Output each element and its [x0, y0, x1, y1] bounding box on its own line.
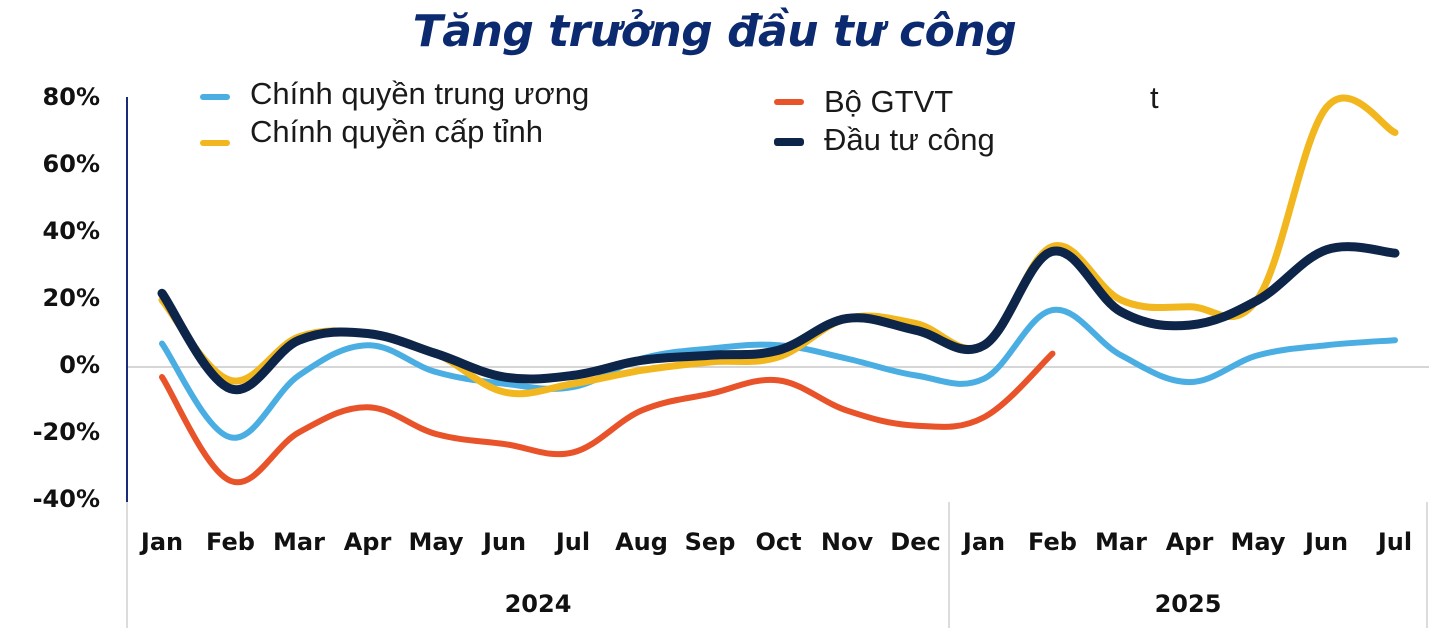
x-tick-label: Sep: [684, 528, 736, 556]
x-tick-label: Feb: [1028, 528, 1077, 556]
x-tick-label: Feb: [206, 528, 255, 556]
stray-text-fragment: t: [1150, 80, 1159, 115]
year-group-label: 2025: [1154, 590, 1222, 618]
legend-item-gtvt: Bộ GTVT: [774, 84, 953, 120]
legend-label: Đầu tư công: [824, 122, 995, 157]
legend-label: Chính quyền cấp tỉnh: [250, 114, 543, 149]
chart-title: Tăng trưởng đầu tư công: [412, 6, 1017, 57]
x-tick-label: Mar: [273, 528, 325, 556]
legend-label: Bộ GTVT: [824, 84, 954, 119]
x-tick-label: Apr: [343, 528, 392, 556]
y-tick-label: 20%: [42, 284, 100, 312]
x-tick-label: Apr: [1165, 528, 1214, 556]
y-tick-label: -20%: [32, 418, 100, 446]
series-line-1: [159, 306, 1398, 441]
line-swatch-icon: [200, 140, 230, 146]
x-tick-label: May: [1230, 528, 1286, 556]
series-line-4: [157, 242, 1400, 395]
legend-item-dau-tu-cong: Đầu tư công: [774, 122, 995, 158]
y-tick-label: 0%: [59, 351, 100, 379]
x-tick-label: Jul: [555, 528, 591, 556]
x-tick-label: Mar: [1095, 528, 1147, 556]
series-line-3: [159, 350, 1056, 486]
line-swatch-icon: [200, 94, 230, 100]
x-tick-label: Dec: [890, 528, 941, 556]
y-tick-label: -40%: [32, 485, 100, 513]
y-tick-label: 80%: [42, 83, 100, 111]
x-tick-label: May: [408, 528, 464, 556]
x-tick-label: Oct: [755, 528, 802, 556]
year-group-label: 2024: [504, 590, 572, 618]
line-swatch-icon: [774, 138, 804, 146]
x-tick-label: Nov: [820, 528, 874, 556]
legend-item-trung-uong: Chính quyền trung ương: [200, 76, 589, 112]
legend-label: Chính quyền trung ương: [250, 76, 590, 111]
x-tick-label: Jan: [140, 528, 184, 556]
y-tick-label: 60%: [42, 150, 100, 178]
line-swatch-icon: [774, 99, 804, 105]
x-tick-label: Jul: [1377, 528, 1413, 556]
x-tick-label: Jan: [962, 528, 1006, 556]
x-tick-label: Jun: [1304, 528, 1349, 556]
y-tick-label: 40%: [42, 217, 100, 245]
x-tick-label: Jun: [482, 528, 527, 556]
x-tick-label: Aug: [615, 528, 668, 556]
chart-series-lines: [157, 94, 1400, 486]
legend-item-cap-tinh: Chính quyền cấp tỉnh: [200, 114, 543, 150]
chart-axes: [126, 97, 1429, 628]
